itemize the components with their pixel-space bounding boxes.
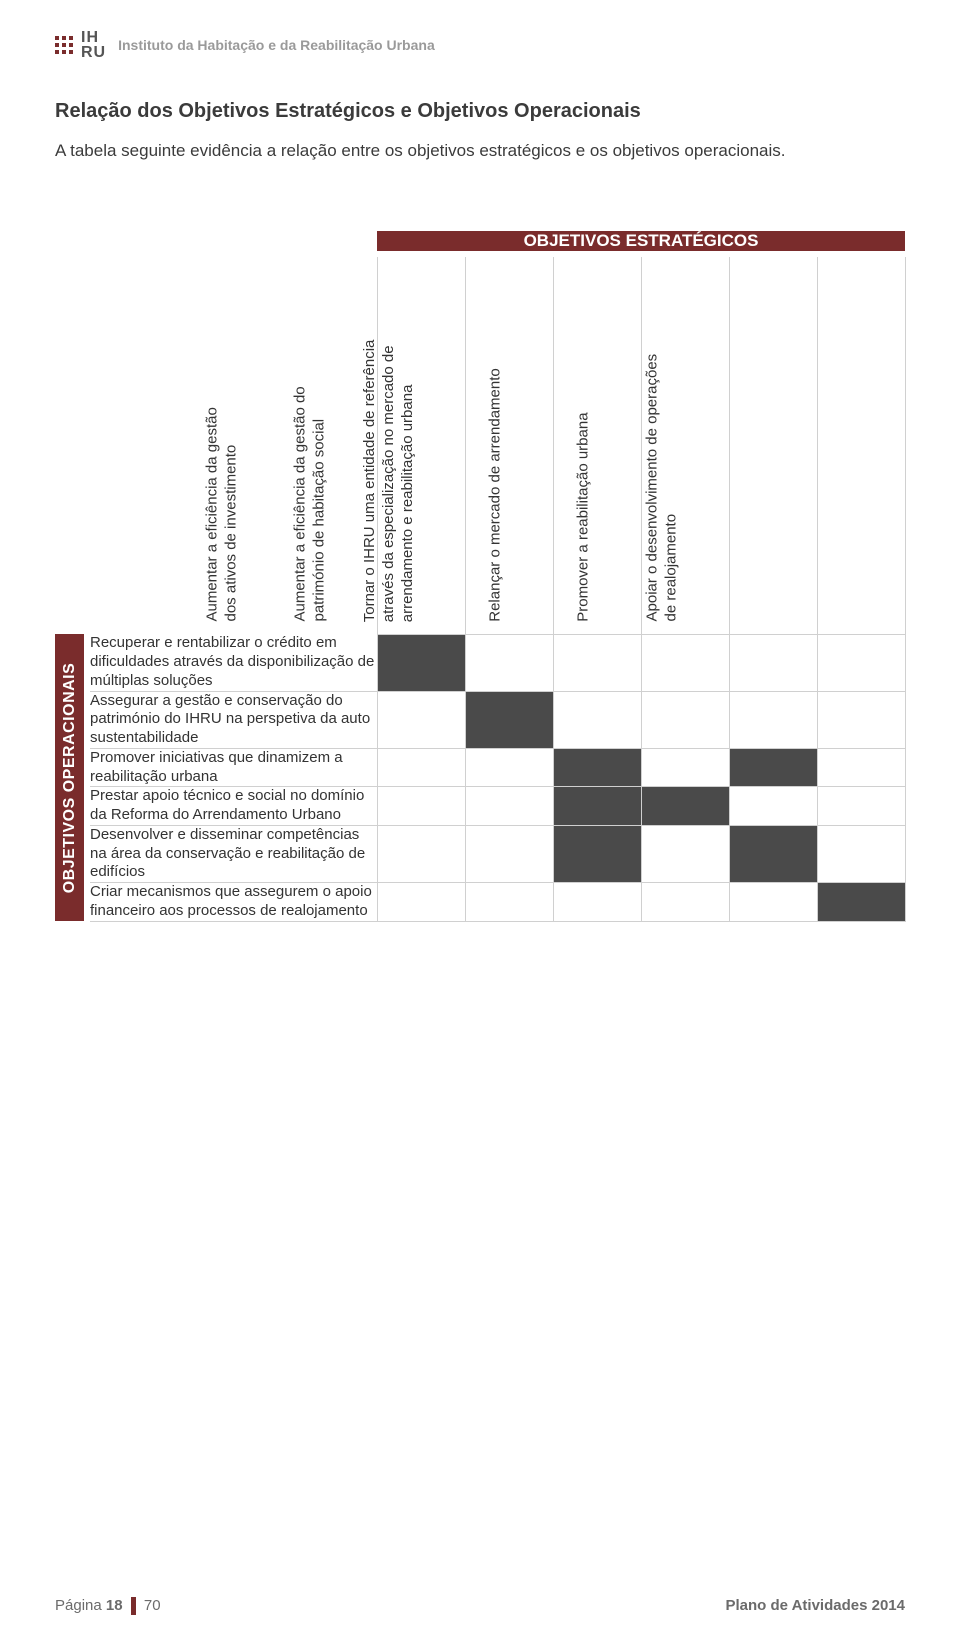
row-label: Desenvolver e disseminar competências na… xyxy=(87,825,377,882)
matrix-cell-empty xyxy=(553,634,641,691)
matrix-cell-empty xyxy=(817,634,905,691)
matrix-cell-filled xyxy=(817,883,905,922)
logo-text: IH RU xyxy=(81,30,106,60)
page: IH RU Instituto da Habitação e da Reabil… xyxy=(0,0,960,1645)
page-total: 70 xyxy=(144,1597,161,1614)
section-title: Relação dos Objetivos Estratégicos e Obj… xyxy=(55,100,905,123)
matrix-cell-empty xyxy=(377,825,465,882)
col-head-line: Relançar o mercado de arrendamento xyxy=(486,262,505,622)
col-head-line: de realojamento xyxy=(662,262,681,622)
document-title: Plano de Atividades 2014 xyxy=(725,1597,905,1615)
matrix-cell-empty xyxy=(465,748,553,787)
column-header: Aumentar a eficiência da gestão do patri… xyxy=(465,254,553,634)
matrix-cell-empty xyxy=(377,691,465,748)
strategic-objectives-header: OBJETIVOS ESTRATÉGICOS xyxy=(377,231,905,254)
matrix-cell-empty xyxy=(641,748,729,787)
matrix-cell-filled xyxy=(377,634,465,691)
document-header: IH RU Instituto da Habitação e da Reabil… xyxy=(55,30,905,60)
matrix-cell-empty xyxy=(553,691,641,748)
col-head-line: arrendamento e reabilitação urbana xyxy=(398,262,417,622)
matrix-cell-empty xyxy=(377,787,465,826)
page-current: 18 xyxy=(106,1597,123,1614)
matrix-cell-empty xyxy=(729,634,817,691)
page-number: Página 18 70 xyxy=(55,1597,161,1615)
matrix-cell-filled xyxy=(553,787,641,826)
row-label: Assegurar a gestão e conservação do patr… xyxy=(87,691,377,748)
matrix-cell-empty xyxy=(817,748,905,787)
matrix-cell-empty xyxy=(553,883,641,922)
row-label: Prestar apoio técnico e social no domíni… xyxy=(87,787,377,826)
column-header: Apoiar o desenvolvimento de operações de… xyxy=(817,254,905,634)
matrix-table-wrap: OBJETIVOS ESTRATÉGICOS Aumentar a eficiê… xyxy=(55,231,905,921)
matrix-cell-empty xyxy=(817,825,905,882)
matrix-cell-empty xyxy=(729,691,817,748)
matrix-cell-empty xyxy=(641,691,729,748)
matrix-cell-empty xyxy=(729,883,817,922)
matrix-cell-filled xyxy=(641,787,729,826)
matrix-cell-empty xyxy=(465,634,553,691)
matrix-cell-filled xyxy=(729,825,817,882)
col-head-line: dos ativos de investimento xyxy=(222,262,241,622)
objectives-matrix: OBJETIVOS ESTRATÉGICOS Aumentar a eficiê… xyxy=(55,231,906,921)
organization-name: Instituto da Habitação e da Reabilitação… xyxy=(118,37,435,53)
page-label: Página xyxy=(55,1597,102,1614)
col-head-line: através da especialização no mercado de xyxy=(380,262,399,622)
matrix-cell-empty xyxy=(817,691,905,748)
col-head-line: Aumentar a eficiência da gestão xyxy=(204,262,223,622)
matrix-cell-empty xyxy=(465,883,553,922)
matrix-cell-empty xyxy=(817,787,905,826)
logo-dots-icon xyxy=(55,36,73,54)
matrix-cell-filled xyxy=(729,748,817,787)
matrix-cell-empty xyxy=(729,787,817,826)
spacer xyxy=(55,254,87,634)
matrix-cell-empty xyxy=(641,883,729,922)
row-label: Criar mecanismos que assegurem o apoio f… xyxy=(87,883,377,922)
spacer xyxy=(87,231,377,254)
row-label: Recuperar e rentabilizar o crédito em di… xyxy=(87,634,377,691)
ihru-logo: IH RU xyxy=(55,30,106,60)
matrix-cell-empty xyxy=(377,748,465,787)
matrix-cell-empty xyxy=(377,883,465,922)
col-head-line: Apoiar o desenvolvimento de operações xyxy=(644,262,663,622)
spacer xyxy=(55,231,87,254)
matrix-cell-filled xyxy=(465,691,553,748)
column-header: Promover a reabilitação urbana xyxy=(729,254,817,634)
matrix-cell-empty xyxy=(641,825,729,882)
col-head-line: património de habitação social xyxy=(310,262,329,622)
logo-line2: RU xyxy=(81,45,106,60)
matrix-cell-filled xyxy=(553,748,641,787)
column-header: Tornar o IHRU uma entidade de referência… xyxy=(553,254,641,634)
col-head-line: Tornar o IHRU uma entidade de referência xyxy=(361,262,380,622)
col-head-line: Aumentar a eficiência da gestão do xyxy=(292,262,311,622)
accent-bar-icon xyxy=(131,1597,136,1615)
logo-line1: IH xyxy=(81,30,106,45)
col-head-line: Promover a reabilitação urbana xyxy=(574,262,593,622)
matrix-cell-filled xyxy=(553,825,641,882)
section-subtitle: A tabela seguinte evidência a relação en… xyxy=(55,141,905,161)
matrix-cell-empty xyxy=(465,787,553,826)
row-label: Promover iniciativas que dinamizem a rea… xyxy=(87,748,377,787)
page-footer: Página 18 70 Plano de Atividades 2014 xyxy=(55,1597,905,1615)
matrix-cell-empty xyxy=(465,825,553,882)
operational-objectives-header: OBJETIVOS OPERACIONAIS xyxy=(55,634,87,921)
matrix-cell-empty xyxy=(641,634,729,691)
side-header-label: OBJETIVOS OPERACIONAIS xyxy=(61,662,79,893)
